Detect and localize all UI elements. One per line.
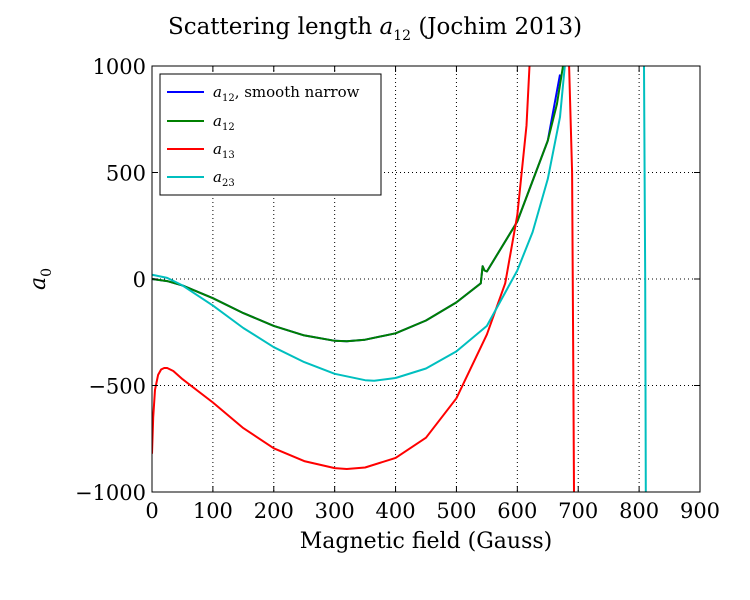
x-tick-labels: 0 100 200 300 400 500 600 700 800 900 [145,499,720,523]
series-line-1 [152,66,564,343]
x-tick-label: 800 [619,499,659,523]
y-tick-label: 1000 [93,55,146,79]
legend-label-1: a12 [213,112,235,133]
legend-label-3: a23 [213,168,235,189]
legend-label-0: a12, smooth narrow [213,83,360,104]
ticks [151,65,701,493]
x-tick-label: 300 [315,499,355,523]
series-line-2 [152,66,575,492]
grid [152,66,700,492]
x-tick-label: 500 [436,499,476,523]
y-tick-label: −1000 [75,481,146,505]
x-tick-label: 200 [254,499,294,523]
y-tick-labels: −1000 −500 0 500 1000 [75,55,146,505]
x-tick-label: 700 [558,499,598,523]
x-tick-label: 100 [193,499,233,523]
x-tick-label: 600 [497,499,537,523]
x-tick-label: 0 [145,499,158,523]
x-tick-label: 900 [680,499,720,523]
series-line-3 [152,66,647,492]
y-tick-label: 500 [106,162,146,186]
y-tick-label: −500 [88,375,146,399]
legend: a12, smooth narrow a12 a13 a23 [159,73,382,196]
x-tick-label: 400 [376,499,416,523]
legend-label-2: a13 [213,140,235,161]
y-axis-label: a0 [26,268,55,290]
x-axis-label: Magnetic field (Gauss) [300,529,553,554]
legend-box [159,73,382,196]
y-tick-label: 0 [133,268,146,292]
series-layer [152,66,647,492]
chart-title: Scattering length a12 (Jochim 2013) [168,14,582,44]
